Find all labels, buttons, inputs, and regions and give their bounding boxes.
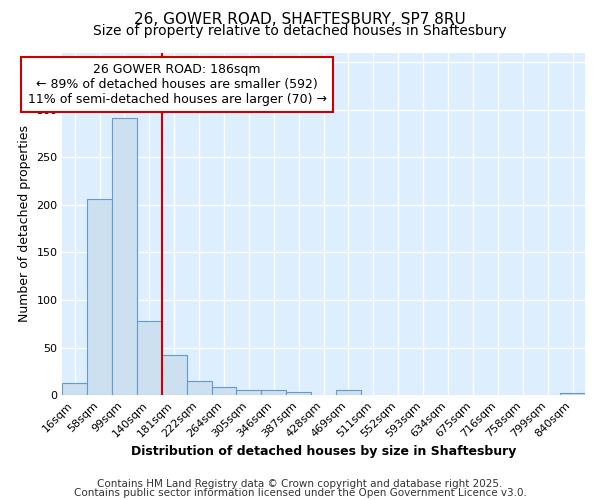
- Bar: [560, 393, 585, 395]
- Bar: [187, 381, 212, 395]
- Bar: [286, 392, 311, 395]
- Text: Contains public sector information licensed under the Open Government Licence v3: Contains public sector information licen…: [74, 488, 526, 498]
- Y-axis label: Number of detached properties: Number of detached properties: [17, 126, 31, 322]
- Bar: [112, 118, 137, 395]
- Text: Size of property relative to detached houses in Shaftesbury: Size of property relative to detached ho…: [93, 24, 507, 38]
- Bar: [137, 321, 162, 395]
- Bar: [212, 386, 236, 395]
- Bar: [262, 390, 286, 395]
- X-axis label: Distribution of detached houses by size in Shaftesbury: Distribution of detached houses by size …: [131, 444, 516, 458]
- Text: 26, GOWER ROAD, SHAFTESBURY, SP7 8RU: 26, GOWER ROAD, SHAFTESBURY, SP7 8RU: [134, 12, 466, 28]
- Bar: [336, 390, 361, 395]
- Text: 26 GOWER ROAD: 186sqm
← 89% of detached houses are smaller (592)
11% of semi-det: 26 GOWER ROAD: 186sqm ← 89% of detached …: [28, 63, 327, 106]
- Bar: [162, 355, 187, 395]
- Bar: [236, 390, 262, 395]
- Text: Contains HM Land Registry data © Crown copyright and database right 2025.: Contains HM Land Registry data © Crown c…: [97, 479, 503, 489]
- Bar: [62, 382, 87, 395]
- Bar: [87, 199, 112, 395]
